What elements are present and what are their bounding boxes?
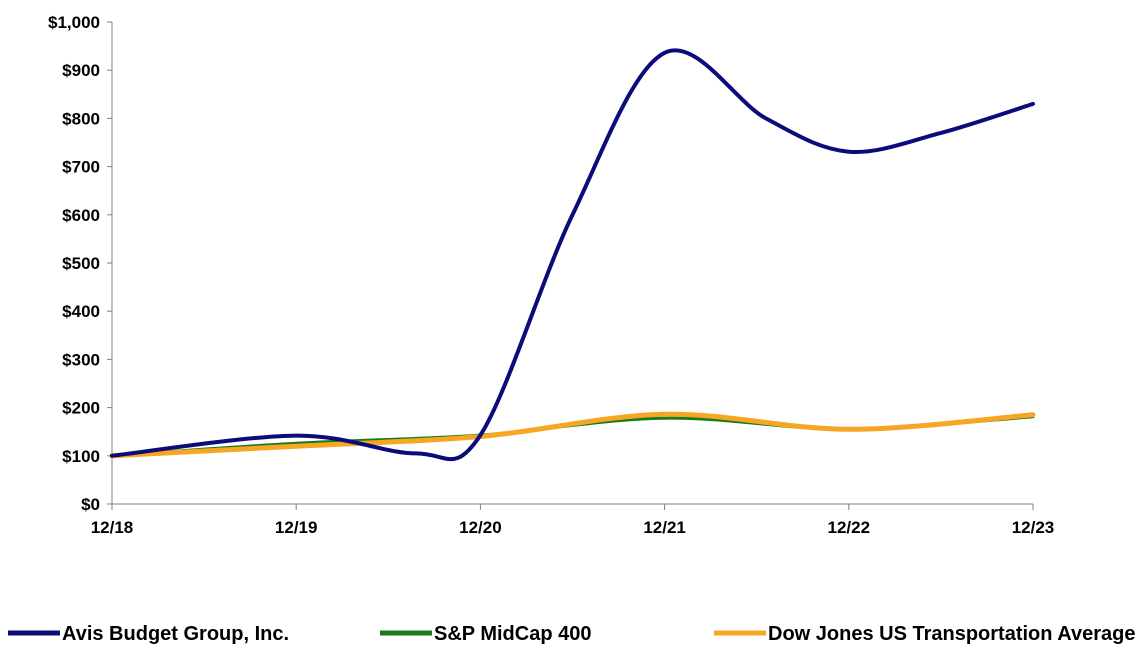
x-tick-label: 12/20 — [459, 518, 502, 537]
legend-label: Dow Jones US Transportation Average — [768, 623, 1136, 645]
y-tick-label: $400 — [62, 302, 100, 321]
y-tick-label: $500 — [62, 254, 100, 273]
axes: $0 $100 $200 $300 $400 $500 $600 $700 $800 $900 $1… — [48, 13, 1054, 537]
y-tick-label: $700 — [62, 158, 100, 177]
y-tick-label: $600 — [62, 206, 100, 225]
y-tick-label: $900 — [62, 61, 100, 80]
y-tick-label: $0 — [81, 495, 100, 514]
y-tick-label: $200 — [62, 399, 100, 418]
x-tick-label: 12/19 — [275, 518, 318, 537]
y-tick-label: $1,000 — [48, 13, 100, 32]
series-line-dow-jones-us-transportation-average — [109, 411, 1036, 459]
series-line-avis-budget-group-inc — [110, 48, 1035, 462]
legend-label: Avis Budget Group, Inc. — [62, 623, 289, 645]
x-tick-label: 12/18 — [91, 518, 134, 537]
x-tick-label: 12/21 — [643, 518, 686, 537]
y-tick-label: $800 — [62, 109, 100, 128]
y-tick-label: $100 — [62, 447, 100, 466]
x-tick-label: 12/22 — [828, 518, 871, 537]
series-lines — [109, 48, 1036, 462]
legend-label: S&P MidCap 400 — [434, 623, 591, 645]
x-tick-label: 12/23 — [1012, 518, 1055, 537]
legend: Avis Budget Group, Inc. S&P MidCap 400 Dow… — [8, 623, 1136, 645]
y-tick-label: $300 — [62, 350, 100, 369]
